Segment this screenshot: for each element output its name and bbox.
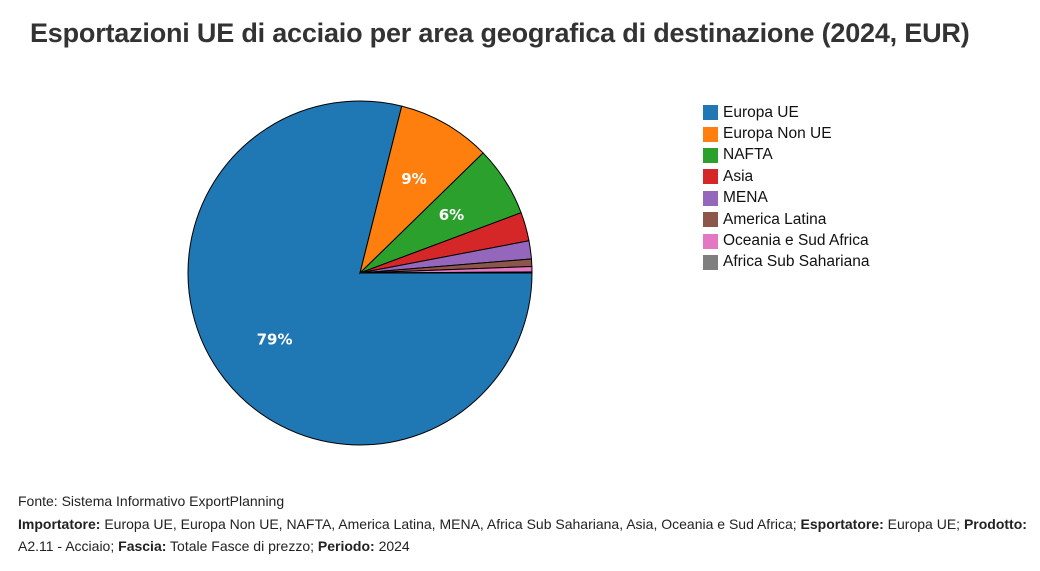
- legend-label: NAFTA: [723, 146, 773, 164]
- periodo-value: 2024: [378, 538, 410, 554]
- data-label: 79%: [257, 331, 293, 349]
- data-label: 6%: [439, 206, 464, 224]
- footer: Fonte: Sistema Informativo ExportPlannin…: [18, 490, 1028, 558]
- legend-swatch: [703, 233, 718, 249]
- legend-label: Africa Sub Sahariana: [723, 253, 870, 271]
- filters-text: Importatore: Europa UE, Europa Non UE, N…: [18, 513, 1028, 558]
- legend-item: Europa Non UE: [703, 123, 869, 144]
- prodotto-value: A2.11 - Acciaio;: [18, 538, 115, 554]
- prodotto-label: Prodotto:: [963, 515, 1027, 532]
- pie-chart: 79% 9% 6%: [187, 100, 533, 446]
- legend-swatch: [703, 254, 718, 270]
- importatore-value: Europa UE, Europa Non UE, NAFTA, America…: [104, 515, 797, 532]
- fascia-value: Totale Fasce di prezzo;: [170, 538, 314, 554]
- importatore-label: Importatore:: [18, 515, 101, 532]
- esportatore-label: Esportatore:: [800, 515, 884, 532]
- data-label: 9%: [401, 170, 426, 188]
- legend-swatch: [703, 169, 718, 185]
- legend: Europa UE Europa Non UE NAFTA Asia MENA Ameri…: [703, 102, 869, 273]
- fascia-label: Fascia:: [118, 538, 167, 554]
- legend-swatch: [703, 147, 718, 163]
- legend-item: Oceania e Sud Africa: [703, 230, 869, 251]
- legend-swatch: [703, 212, 718, 228]
- periodo-label: Periodo:: [317, 538, 375, 554]
- esportatore-value: Europa UE;: [887, 515, 961, 532]
- legend-item: America Latina: [703, 209, 869, 230]
- legend-label: MENA: [723, 189, 768, 207]
- legend-swatch: [703, 190, 718, 206]
- legend-label: America Latina: [723, 210, 827, 228]
- source-text: Fonte: Sistema Informativo ExportPlannin…: [18, 493, 285, 509]
- pie-slice-europa-non-ue: [359, 105, 484, 275]
- legend-item: NAFTA: [703, 145, 869, 166]
- legend-label: Europa Non UE: [723, 125, 832, 143]
- legend-item: MENA: [703, 188, 869, 209]
- legend-swatch: [703, 105, 718, 121]
- legend-item: Asia: [703, 166, 869, 187]
- legend-swatch: [703, 126, 718, 142]
- legend-label: Asia: [723, 167, 754, 185]
- legend-label: Europa UE: [723, 103, 799, 121]
- chart-title: Esportazioni UE di acciaio per area geog…: [30, 18, 970, 48]
- legend-item: Africa Sub Sahariana: [703, 252, 869, 273]
- legend-label: Oceania e Sud Africa: [723, 232, 869, 250]
- pie-slice-africa-sub-sahariana: [359, 271, 533, 274]
- legend-item: Europa UE: [703, 102, 869, 123]
